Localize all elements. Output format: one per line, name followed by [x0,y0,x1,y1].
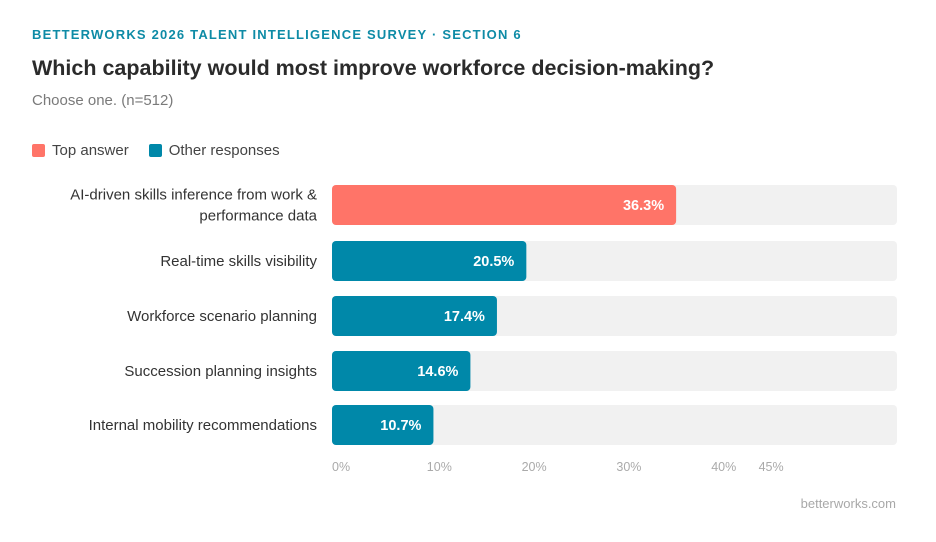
legend-label-other: Other responses [168,142,280,159]
x-tick-label: 20% [522,460,547,474]
legend-item-other: Other responses [148,142,280,159]
bar-track [332,351,897,391]
bar [332,405,434,445]
bar-value-label: 20.5% [473,254,514,270]
bar-value-label: 36.3% [623,198,664,214]
legend-swatch-top [32,144,45,157]
bar [332,185,677,225]
survey-eyebrow: BETTERWORKS 2026 TALENT INTELLIGENCE SUR… [32,27,522,42]
category-label: Succession planning insights [124,363,317,380]
x-tick-label: 10% [427,460,452,474]
bar [332,296,497,336]
x-tick-label: 40% [711,460,736,474]
category-label: Workforce scenario planning [127,308,317,325]
legend-item-top: Top answer [32,142,129,159]
bar-value-label: 17.4% [444,309,485,325]
bar-value-label: 14.6% [417,364,458,380]
bar [332,241,527,281]
category-label: Real-time skills visibility [160,253,317,270]
chart-title: Which capability would most improve work… [32,56,715,80]
bar [332,351,471,391]
x-tick-label: 0% [332,460,350,474]
bar-value-label: 10.7% [380,418,421,434]
bar-track [332,405,897,445]
category-label: AI-driven skills inference from work & pe… [70,187,317,225]
category-label: Internal mobility recommendations [89,417,317,434]
source-footer: betterworks.com [800,496,896,511]
chart-legend: Top answer Other responses [32,142,300,159]
legend-swatch-other [148,144,162,157]
x-tick-label: 45% [759,460,784,474]
legend-label-top: Top answer [52,142,129,159]
chart-subtitle: Choose one. (n=512) [32,92,174,109]
x-tick-label: 30% [616,460,641,474]
